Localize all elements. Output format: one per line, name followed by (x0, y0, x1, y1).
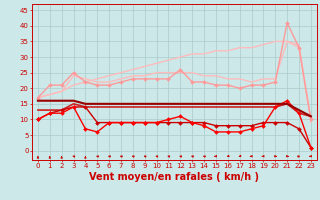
X-axis label: Vent moyen/en rafales ( km/h ): Vent moyen/en rafales ( km/h ) (89, 172, 260, 182)
